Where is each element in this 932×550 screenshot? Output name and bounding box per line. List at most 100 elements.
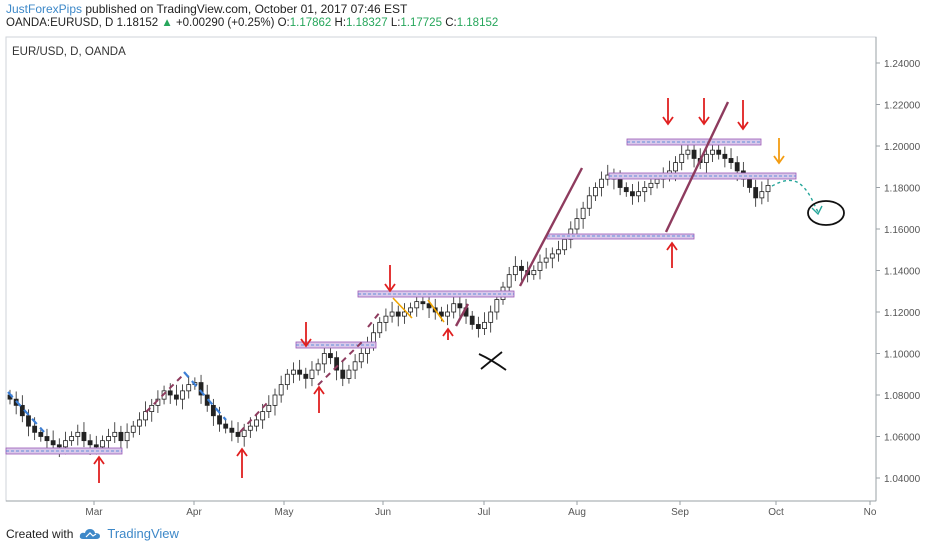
tradingview-link[interactable]: TradingView [107,526,179,541]
level-band [546,233,695,240]
up-arrow-icon [442,327,454,340]
change-arrow-icon: ▲ [161,17,173,29]
candle [389,301,395,323]
down-arrow-icon [384,265,396,293]
last-price: 1.18152 [116,17,159,29]
candle [284,369,290,390]
candle [580,201,586,229]
candle [75,424,81,446]
maroon-trend-line [664,101,730,233]
close-value: 1.18152 [456,17,499,29]
up-arrow-icon [666,241,678,268]
x-tick-label: Mar [85,507,103,518]
level-band [608,172,797,180]
red-arrows-up [93,241,678,483]
symbol-label: OANDA:EURUSD, D [6,17,114,29]
maroon-trend-line [518,167,584,287]
y-axis-ticks: 1.24000 1.22000 1.20000 1.18000 1.16000 1.140… [876,59,921,485]
x-tick-label: May [275,507,294,518]
x-tick-label: No [864,507,877,518]
candle [106,428,112,450]
level-band [5,447,123,455]
down-arrow-icon [698,98,710,126]
maroon-dashed-line [239,401,269,433]
projection-path [771,179,819,213]
candle [402,303,407,324]
y-tick-label: 1.22000 [884,101,921,112]
candle [44,428,50,450]
candle [765,178,771,202]
candle [574,208,580,236]
candle [137,412,142,436]
target-circle [807,200,845,226]
level-band [295,341,377,349]
x-tick-label: Oct [768,507,784,518]
candle [451,293,457,319]
candle [180,384,185,410]
candle [549,247,555,269]
candle [69,431,75,446]
candle [685,144,691,160]
candle [593,182,598,201]
candle [556,240,561,262]
candle [537,254,543,280]
up-arrow-icon [313,385,325,413]
candle [124,423,130,449]
candle [636,181,641,203]
orange-line [392,297,413,319]
down-arrow-icon [300,322,312,348]
up-arrow-icon [236,447,248,478]
y-tick-label: 1.08000 [884,391,921,402]
up-arrow-icon [93,455,105,483]
x-tick-label: Jul [478,507,491,518]
candle [130,420,136,438]
x-mark [478,351,507,371]
candle [278,375,284,403]
candle [260,403,266,429]
candle [19,395,25,423]
candle [297,359,303,381]
candle [728,148,734,170]
candle [488,305,494,333]
blue-dashed-line [7,391,45,433]
maroon-dashed-line [145,373,185,413]
candle [186,375,192,399]
y-tick-label: 1.20000 [884,142,921,153]
projection-arrowhead [811,205,823,216]
candle [321,345,327,373]
candle [586,186,592,216]
candle [198,374,204,404]
candle [365,336,370,364]
y-tick-label: 1.16000 [884,225,921,236]
levels [5,138,797,455]
candle [722,146,728,168]
maroon-trend-line [454,303,470,327]
candle [531,265,537,280]
candle [759,181,765,205]
candle [173,384,179,406]
candle [266,395,272,419]
candle [352,354,358,380]
y-tick-label: 1.12000 [884,308,921,319]
candle [223,418,229,434]
y-tick-label: 1.14000 [884,267,921,278]
open-value: 1.17862 [289,17,332,29]
candle [445,304,450,326]
candles [7,141,771,458]
orange-down-arrow-icon [773,138,785,165]
candle [642,181,648,202]
author-link[interactable]: JustForexPips [6,2,83,16]
candle [303,367,309,389]
candle [204,384,210,412]
candle [679,145,685,171]
candle [716,144,722,160]
candle [241,423,247,447]
candle [210,398,216,426]
candle [346,364,352,384]
publish-info: JustForexPips published on TradingView.c… [6,2,407,16]
x-axis-ticks: Mar Apr May Jun Jul Aug Sep Oct No [85,501,877,518]
candle [599,171,605,197]
candle [235,422,241,443]
candle [703,147,709,173]
